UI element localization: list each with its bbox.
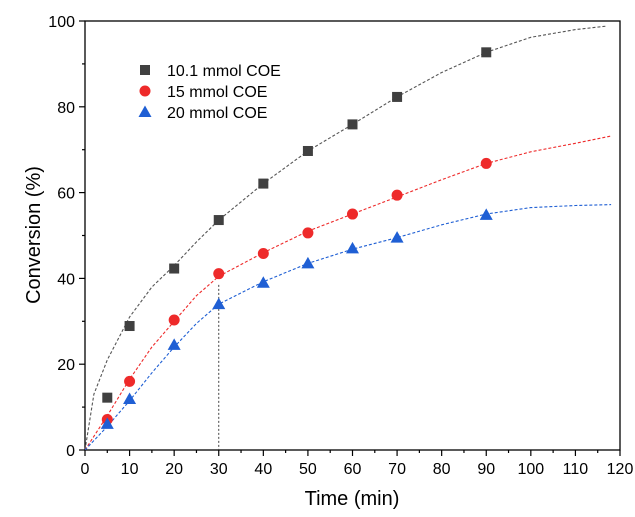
data-point-series-3 <box>346 241 359 254</box>
data-point-series-2 <box>302 227 314 239</box>
x-axis-ticks: 0 10 20 30 40 50 60 70 80 90 100 110 120 <box>81 450 634 478</box>
data-point-series-2 <box>124 375 136 387</box>
x-tick-label: 0 <box>81 461 90 478</box>
x-tick-label: 80 <box>433 461 451 478</box>
y-tick-label: 40 <box>57 271 75 288</box>
data-point-series-3 <box>390 231 404 243</box>
y-tick-label: 80 <box>57 100 75 117</box>
x-tick-label: 60 <box>344 461 362 478</box>
data-point-series-1 <box>392 91 403 102</box>
fit-curve-series-1 <box>84 25 607 451</box>
plot-area <box>84 20 621 451</box>
data-point-series-3 <box>479 208 493 220</box>
x-tick-label: 10 <box>121 461 139 478</box>
data-point-series-3 <box>100 417 114 429</box>
fit-curve-series-3 <box>84 204 612 451</box>
legend-label-series-3: 20 mmol COE <box>167 105 267 122</box>
data-point-series-2 <box>480 157 492 169</box>
data-point-series-2 <box>168 314 180 326</box>
plot-frame <box>84 20 621 451</box>
data-point-series-1 <box>302 145 313 156</box>
data-point-series-3 <box>167 338 181 350</box>
data-point-series-1 <box>169 263 180 274</box>
legend-label-series-2: 15 mmol COE <box>167 84 267 101</box>
fit-curve-series-2 <box>84 135 612 451</box>
legend-marker-series-3 <box>138 105 152 117</box>
data-point-series-2 <box>257 248 269 260</box>
legend-marker-series-1 <box>140 65 150 75</box>
data-point-series-1 <box>481 47 492 58</box>
legend-marker-series-2 <box>139 85 151 97</box>
data-point-series-1 <box>347 119 358 130</box>
y-tick-label: 100 <box>48 14 75 31</box>
data-point-series-3 <box>256 276 270 288</box>
y-tick-label: 60 <box>57 186 75 203</box>
x-tick-label: 50 <box>299 461 317 478</box>
x-tick-label: 70 <box>388 461 406 478</box>
data-point-series-2 <box>213 268 225 280</box>
x-tick-label: 40 <box>254 461 272 478</box>
data-point-series-3 <box>212 297 226 310</box>
data-point-series-1 <box>102 392 113 403</box>
x-tick-label: 100 <box>517 461 544 478</box>
data-point-series-1 <box>258 178 269 189</box>
x-tick-label: 90 <box>477 461 495 478</box>
x-axis-title: Time (min) <box>305 488 400 510</box>
y-tick-label: 20 <box>57 357 75 374</box>
x-tick-label: 30 <box>210 461 228 478</box>
data-point-series-3 <box>123 392 137 404</box>
data-point-series-1 <box>213 215 224 226</box>
y-axis-title: Conversion (%) <box>23 166 45 304</box>
y-tick-label: 0 <box>66 443 75 460</box>
y-axis-ticks: 0 20 40 60 80 100 <box>48 14 85 460</box>
legend: 10.1 mmol COE 15 mmol COE 20 mmol COE <box>138 63 281 122</box>
data-point-series-1 <box>124 321 135 332</box>
data-point-series-2 <box>347 208 358 220</box>
data-point-series-3 <box>301 256 315 269</box>
x-tick-label: 120 <box>607 461 634 478</box>
x-tick-label: 110 <box>563 461 589 478</box>
data-point-series-2 <box>391 189 403 201</box>
x-tick-label: 20 <box>165 461 183 478</box>
legend-label-series-1: 10.1 mmol COE <box>167 63 281 80</box>
